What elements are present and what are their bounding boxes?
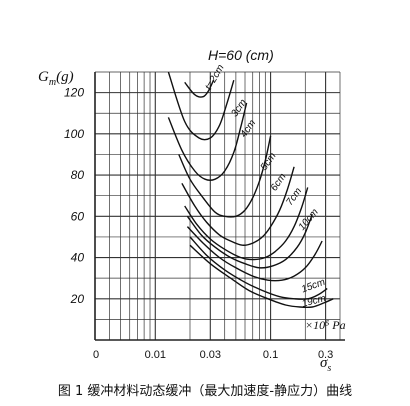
curve-7cm	[184, 187, 309, 261]
y-tick-label: 60	[71, 209, 85, 223]
curve-10cm	[186, 226, 323, 282]
curve-label: 4cm	[238, 118, 258, 140]
curve-label: t=2cm	[203, 63, 226, 92]
y-axis-label-sub: m	[49, 77, 56, 88]
y-tick-label: 80	[71, 168, 85, 182]
curve-3cm	[167, 72, 235, 141]
x-tick-label: 0.3	[318, 349, 333, 361]
y-axis-label-main: G	[38, 69, 49, 85]
y-axis-label-unit: (g)	[56, 69, 74, 85]
x-axis-label-sub: s	[327, 363, 331, 374]
x-origin-label: 0	[93, 349, 99, 361]
curve-label: 19cm	[301, 293, 327, 310]
curve-6cm	[181, 166, 295, 246]
y-tick-label: 100	[64, 127, 84, 141]
y-tick-label: 40	[71, 251, 85, 265]
y-tick-labels: 20 40 60 80 100 120	[64, 86, 84, 306]
figure-caption: 图 1 缓冲材料动态缓冲（最大加速度-静应力）曲线	[57, 384, 353, 399]
x-axis-label-main: σ	[320, 355, 328, 371]
x-tick-label: 0.01	[145, 349, 166, 361]
y-tick-label: 20	[70, 292, 85, 306]
curves	[167, 72, 334, 309]
curve-4cm	[167, 102, 248, 181]
curve-15cm	[189, 236, 328, 300]
x-unit-label: ×10⁵ Pa	[305, 318, 346, 332]
curve-5cm	[178, 135, 272, 218]
curve-t-2cm	[184, 79, 215, 98]
x-tick-label: 0.1	[263, 349, 278, 361]
x-axis-label: σs	[320, 355, 331, 374]
y-axis-label: Gm(g)	[38, 69, 74, 88]
x-tick-label: 0.03	[200, 349, 221, 361]
x-tick-labels: 0.01 0.03 0.1 0.3	[145, 349, 334, 361]
y-tick-label: 120	[64, 86, 84, 100]
curve-19cm	[189, 244, 334, 309]
curve-label: 3cm	[229, 97, 249, 119]
chart-title: H=60 (cm)	[208, 47, 274, 63]
curve-8cm	[186, 213, 313, 269]
axes	[94, 72, 345, 341]
